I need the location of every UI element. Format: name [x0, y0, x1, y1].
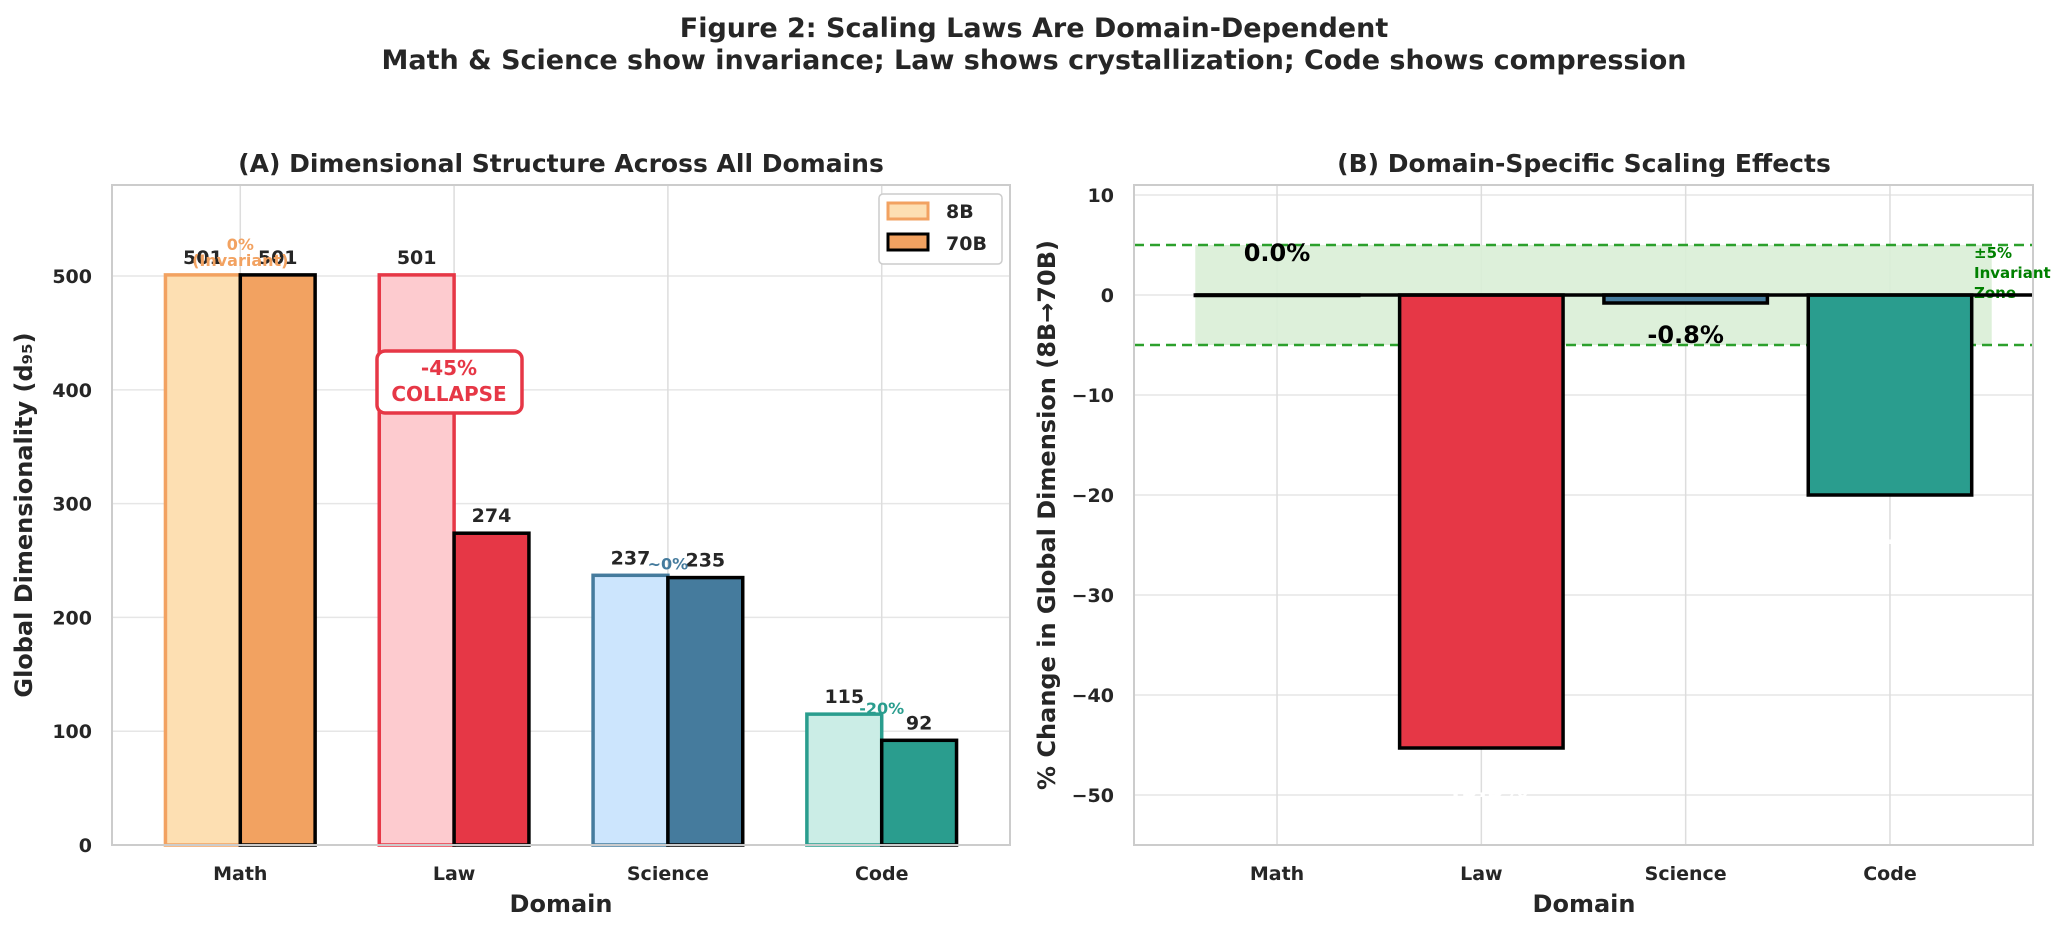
- value-label-change-math: 0.0%: [1244, 239, 1311, 267]
- panel-b-y-ticks: 10 0 −10 −20 −30 −40 −50: [1072, 185, 1114, 807]
- panel-b-frame: [1133, 184, 2034, 846]
- y-tick-label: 400: [52, 380, 92, 402]
- panel-a-value-labels: 501 501 501 274 237 235 115 92: [183, 247, 932, 734]
- y-tick-label: −50: [1072, 785, 1114, 807]
- y-tick-label: 100: [52, 721, 92, 743]
- invariant-zone-label: ±5%: [1974, 244, 2012, 262]
- invariant-zone-label: Invariant: [1974, 264, 2051, 282]
- bar-8b-code: [805, 712, 884, 847]
- panel-a-x-axis-label: Domain: [510, 890, 613, 918]
- y-tick-label: 10: [1088, 185, 1114, 207]
- annotation-science: ~0%: [648, 555, 689, 574]
- panel-b-title: (B) Domain-Specific Scaling Effects: [1337, 149, 1831, 178]
- value-label-8b-science: 237: [611, 547, 651, 569]
- x-tick-label-code: Code: [1863, 863, 1916, 885]
- panel-b-y-axis-label: % Change in Global Dimension (8B→70B): [1033, 240, 1061, 790]
- value-label-70b-math: 501: [258, 247, 298, 269]
- panel-a-x-ticks: Math Law Science Code: [213, 863, 908, 885]
- annotation-math: 0%: [227, 235, 254, 254]
- x-tick-label-code: Code: [855, 863, 908, 885]
- collapse-callout-pct: -45%: [421, 356, 477, 380]
- figure-subtitle: Math & Science show invariance; Law show…: [382, 45, 1687, 76]
- y-tick-label: 500: [52, 266, 92, 288]
- bar-70b-law: [452, 531, 531, 847]
- x-tick-label-law: Law: [1460, 863, 1502, 885]
- y-tick-label: −20: [1072, 485, 1114, 507]
- panel-a-y-ticks: 0 100 200 300 400 500: [52, 266, 92, 857]
- panel-b-x-ticks: Math Law Science Code: [1250, 863, 1917, 885]
- y-tick-label: 0: [1101, 285, 1114, 307]
- panel-a-y-axis-label: Global Dimensionality (d₉₅): [10, 332, 38, 697]
- bar-70b-math: [238, 273, 317, 847]
- panel-b: (B) Domain-Specific Scaling Effects ±5% I…: [1033, 149, 2051, 918]
- y-tick-label: −10: [1072, 385, 1114, 407]
- panel-a-legend: 8B 70B: [878, 193, 1003, 265]
- x-tick-label-law: Law: [433, 863, 475, 885]
- value-label-change-law: -45.3%: [1435, 775, 1528, 803]
- panel-a-annotations: 0%(Invariant) ~0% -20%: [192, 235, 904, 718]
- y-tick-label: −40: [1072, 685, 1114, 707]
- y-tick-label: −30: [1072, 585, 1114, 607]
- panel-b-bars: [1193, 293, 2033, 750]
- x-tick-label-math: Math: [1250, 863, 1304, 885]
- legend-label-8b: 8B: [946, 201, 974, 223]
- bar-change-code: [1806, 293, 1974, 497]
- value-label-change-science: -0.8%: [1647, 321, 1724, 349]
- figure-title: Figure 2: Scaling Laws Are Domain-Depend…: [680, 13, 1389, 44]
- legend-swatch-8b: [886, 201, 930, 221]
- annotation-code: -20%: [859, 699, 904, 718]
- collapse-callout: -45% COLLAPSE: [375, 349, 524, 415]
- bar-70b-science: [666, 575, 745, 847]
- y-tick-label: 300: [52, 494, 92, 516]
- legend-swatch-70b: [886, 232, 930, 252]
- annotation-math: (Invariant): [192, 251, 288, 270]
- y-tick-label: 0: [79, 835, 92, 857]
- bar-70b-code: [879, 738, 959, 847]
- value-label-8b-math: 501: [183, 247, 223, 269]
- value-label-8b-code: 115: [824, 686, 864, 708]
- panel-a-bars: [163, 273, 959, 847]
- value-label-70b-code: 92: [906, 712, 932, 734]
- bar-8b-science: [591, 573, 670, 847]
- value-label-70b-science: 235: [685, 550, 725, 572]
- value-label-change-code: -20.0%: [1843, 522, 1936, 550]
- x-tick-label-science: Science: [1645, 863, 1727, 885]
- legend-label-70b: 70B: [946, 233, 987, 255]
- collapse-callout-box: [375, 349, 524, 415]
- invariant-zone-label: Zone: [1974, 284, 2016, 302]
- panel-a-frame: [111, 184, 1011, 846]
- panel-a-title: (A) Dimensional Structure Across All Dom…: [238, 149, 884, 178]
- value-label-8b-law: 501: [397, 247, 437, 269]
- x-tick-label-math: Math: [213, 863, 267, 885]
- y-tick-label: 200: [52, 607, 92, 629]
- panel-a: (A) Dimensional Structure Across All Dom…: [10, 149, 1011, 918]
- value-label-70b-law: 274: [472, 505, 512, 527]
- bar-8b-math: [163, 273, 243, 847]
- bar-change-law: [1397, 293, 1565, 750]
- panel-b-x-axis-label: Domain: [1533, 890, 1636, 918]
- x-tick-label-science: Science: [627, 863, 709, 885]
- collapse-callout-label: COLLAPSE: [391, 382, 506, 406]
- panel-b-value-labels: 0.0% -45.3% -0.8% -20.0%: [1244, 239, 1937, 803]
